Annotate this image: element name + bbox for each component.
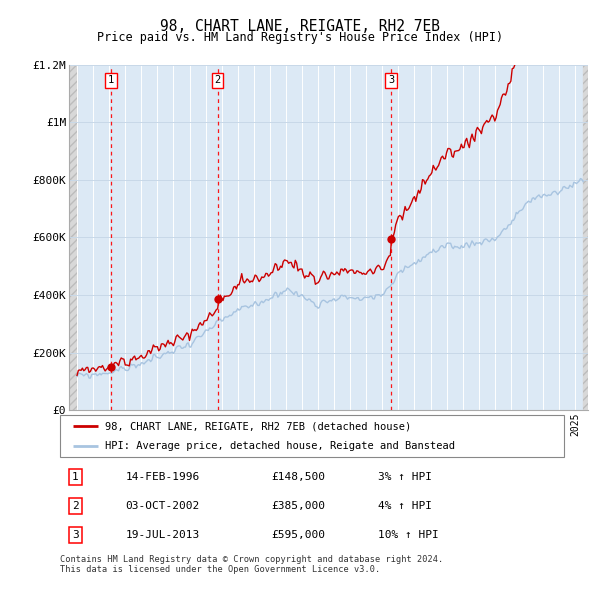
Text: 2: 2 [72,501,79,511]
Text: £595,000: £595,000 [272,530,326,540]
Text: 14-FEB-1996: 14-FEB-1996 [125,471,200,481]
Text: 3% ↑ HPI: 3% ↑ HPI [377,471,431,481]
Text: 2: 2 [215,76,221,86]
Text: Contains HM Land Registry data © Crown copyright and database right 2024.
This d: Contains HM Land Registry data © Crown c… [60,555,443,574]
FancyBboxPatch shape [60,415,564,457]
Text: £385,000: £385,000 [272,501,326,511]
Text: 98, CHART LANE, REIGATE, RH2 7EB (detached house): 98, CHART LANE, REIGATE, RH2 7EB (detach… [106,421,412,431]
Text: 19-JUL-2013: 19-JUL-2013 [125,530,200,540]
Text: 1: 1 [72,471,79,481]
Text: 3: 3 [72,530,79,540]
Text: 4% ↑ HPI: 4% ↑ HPI [377,501,431,511]
Text: HPI: Average price, detached house, Reigate and Banstead: HPI: Average price, detached house, Reig… [106,441,455,451]
Bar [69,65,77,410]
Text: 1: 1 [108,76,114,86]
Text: 98, CHART LANE, REIGATE, RH2 7EB: 98, CHART LANE, REIGATE, RH2 7EB [160,19,440,34]
Text: 3: 3 [388,76,394,86]
Bar [583,65,588,410]
Text: 03-OCT-2002: 03-OCT-2002 [125,501,200,511]
Text: £148,500: £148,500 [272,471,326,481]
Text: 10% ↑ HPI: 10% ↑ HPI [377,530,438,540]
Text: Price paid vs. HM Land Registry's House Price Index (HPI): Price paid vs. HM Land Registry's House … [97,31,503,44]
Bar [69,65,77,410]
Bar [583,65,588,410]
